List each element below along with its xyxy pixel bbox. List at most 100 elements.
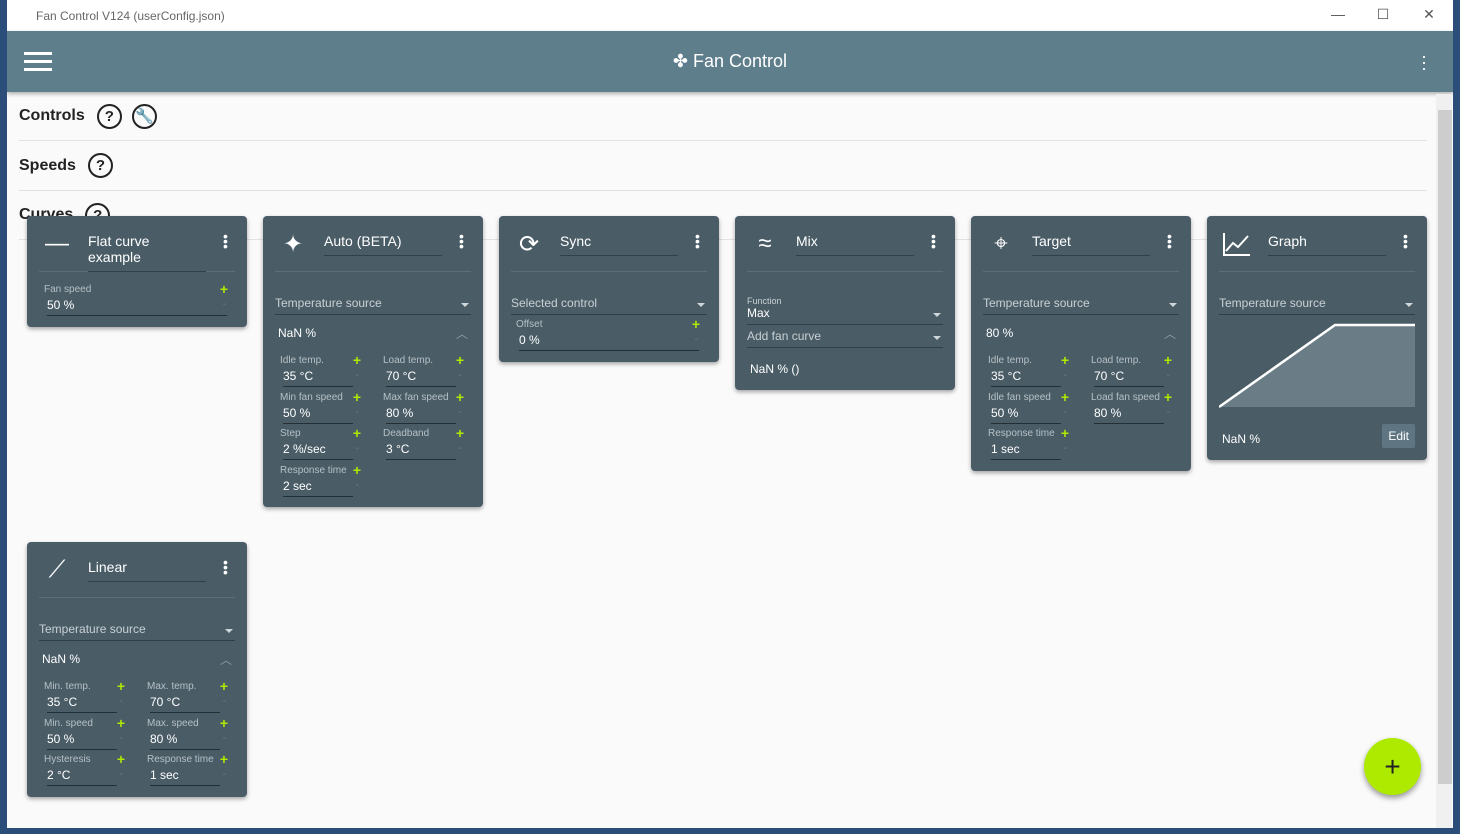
field-input[interactable]: 2 sec [283, 479, 353, 497]
increment-plus-icon[interactable]: + [219, 678, 228, 694]
more-options-icon[interactable]: • • • [223, 228, 228, 254]
card-title[interactable]: Target [1032, 233, 1150, 256]
chevron-up-icon[interactable]: ︿ [1163, 326, 1176, 341]
field-input[interactable]: 35 °C [991, 369, 1061, 387]
increment-plus-icon[interactable]: + [1163, 352, 1172, 368]
edit-button[interactable]: Edit [1382, 424, 1415, 448]
more-options-icon[interactable]: • • • [1403, 228, 1408, 254]
decrement-minus-icon[interactable]: - [222, 769, 226, 780]
more-options-icon[interactable]: • • • [695, 228, 700, 254]
expander[interactable]: 80 % ︿ [983, 315, 1179, 351]
decrement-minus-icon[interactable]: - [458, 406, 462, 418]
field-input[interactable]: 50 % [47, 732, 117, 750]
increment-plus-icon[interactable]: + [1060, 425, 1069, 441]
expander[interactable]: NaN % ︿ [39, 641, 235, 677]
field-input[interactable]: 2 °C [47, 768, 117, 786]
increment-plus-icon[interactable]: + [116, 678, 125, 694]
decrement-minus-icon[interactable]: - [355, 370, 359, 381]
select-temperature-source[interactable]: Temperature source [275, 292, 471, 315]
increment-plus-icon[interactable]: + [455, 425, 464, 441]
scrollbar-thumb[interactable] [1438, 110, 1452, 784]
increment-plus-icon[interactable]: + [1060, 352, 1069, 368]
more-options-icon[interactable]: • • • [223, 554, 228, 580]
minimize-button[interactable]: — [1331, 6, 1345, 22]
maximize-button[interactable]: ☐ [1376, 6, 1390, 22]
increment-plus-icon[interactable]: + [219, 281, 228, 297]
field-input[interactable]: 0 % [519, 333, 699, 351]
field-input[interactable]: 2 %/sec [283, 442, 353, 460]
decrement-minus-icon[interactable]: - [1166, 370, 1170, 381]
decrement-minus-icon[interactable]: - [458, 370, 462, 381]
expander[interactable]: NaN % ︿ [275, 315, 471, 351]
decrement-minus-icon[interactable]: - [458, 443, 462, 454]
card-title[interactable]: Sync [560, 233, 678, 256]
decrement-minus-icon[interactable]: - [222, 696, 226, 707]
more-options-icon[interactable]: · · · [1421, 46, 1427, 78]
increment-plus-icon[interactable]: + [219, 714, 228, 731]
card-title[interactable]: Flat curve example [88, 233, 206, 272]
field-input[interactable]: 80 % [150, 732, 220, 750]
field-input[interactable]: 70 °C [386, 369, 456, 387]
decrement-minus-icon[interactable]: - [1063, 443, 1067, 454]
decrement-minus-icon[interactable]: - [119, 732, 123, 744]
vertical-scrollbar[interactable] [1436, 94, 1452, 828]
decrement-minus-icon[interactable]: - [119, 696, 123, 707]
increment-plus-icon[interactable]: + [116, 714, 125, 731]
increment-plus-icon[interactable]: + [455, 388, 464, 405]
decrement-minus-icon[interactable]: - [119, 769, 123, 780]
field-input[interactable]: 35 °C [283, 369, 353, 387]
more-options-icon[interactable]: • • • [931, 228, 936, 254]
decrement-minus-icon[interactable]: - [355, 406, 359, 418]
increment-plus-icon[interactable]: + [219, 751, 228, 767]
select-temperature-source[interactable]: Temperature source [39, 618, 235, 641]
card-title[interactable]: Linear [88, 559, 206, 582]
hamburger-icon[interactable] [24, 52, 52, 72]
decrement-minus-icon[interactable]: - [1063, 406, 1067, 418]
increment-plus-icon[interactable]: + [352, 388, 361, 405]
increment-plus-icon[interactable]: + [455, 352, 464, 368]
wrench-icon[interactable]: 🔧 [131, 103, 157, 129]
help-icon[interactable]: ? [96, 103, 122, 129]
card-title[interactable]: Mix [796, 233, 914, 256]
increment-plus-icon[interactable]: + [352, 425, 361, 441]
increment-plus-icon[interactable]: + [352, 461, 361, 478]
increment-plus-icon[interactable]: + [691, 316, 700, 332]
field-input[interactable]: 35 °C [47, 695, 117, 713]
field-input[interactable]: 50 % [47, 298, 227, 316]
field-input[interactable]: 50 % [283, 406, 353, 424]
select-temperature-source[interactable]: Temperature source [1219, 292, 1415, 315]
decrement-minus-icon[interactable]: - [1063, 370, 1067, 381]
add-button[interactable]: + [1364, 738, 1421, 795]
field-input[interactable]: 80 % [386, 406, 456, 424]
card-title[interactable]: Graph [1268, 233, 1386, 256]
more-options-icon[interactable]: • • • [1167, 228, 1172, 254]
chevron-up-icon[interactable]: ︿ [219, 652, 232, 667]
more-options-icon[interactable]: • • • [459, 228, 464, 254]
increment-plus-icon[interactable]: + [352, 352, 361, 368]
select-add-fan-curve[interactable]: Add fan curve [747, 325, 943, 348]
decrement-minus-icon[interactable]: - [694, 334, 698, 345]
field-input[interactable]: 70 °C [1094, 369, 1164, 387]
card-title[interactable]: Auto (BETA) [324, 233, 442, 256]
field-input[interactable]: 1 sec [991, 442, 1061, 460]
select-selected-control[interactable]: Selected control [511, 292, 707, 315]
field-input[interactable]: 50 % [991, 406, 1061, 424]
select-temperature-source[interactable]: Temperature source [983, 292, 1179, 315]
close-button[interactable]: ✕ [1423, 6, 1435, 22]
decrement-minus-icon[interactable]: - [1166, 406, 1170, 418]
decrement-minus-icon[interactable]: - [222, 732, 226, 744]
decrement-minus-icon[interactable]: - [222, 299, 226, 310]
increment-plus-icon[interactable]: + [1060, 388, 1069, 405]
help-icon[interactable]: ? [87, 153, 113, 178]
field-input[interactable]: 3 °C [386, 442, 456, 460]
field-input[interactable]: 70 °C [150, 695, 220, 713]
increment-plus-icon[interactable]: + [1163, 388, 1172, 405]
select-function[interactable]: Function Max [747, 292, 943, 325]
increment-plus-icon[interactable]: + [116, 751, 125, 767]
decrement-minus-icon[interactable]: - [355, 443, 359, 454]
field-input[interactable]: 1 sec [150, 768, 220, 786]
chevron-up-icon[interactable]: ︿ [455, 326, 468, 341]
field-input[interactable]: 80 % [1094, 406, 1164, 424]
decrement-minus-icon[interactable]: - [355, 479, 359, 491]
curve-graph[interactable] [1218, 323, 1415, 418]
